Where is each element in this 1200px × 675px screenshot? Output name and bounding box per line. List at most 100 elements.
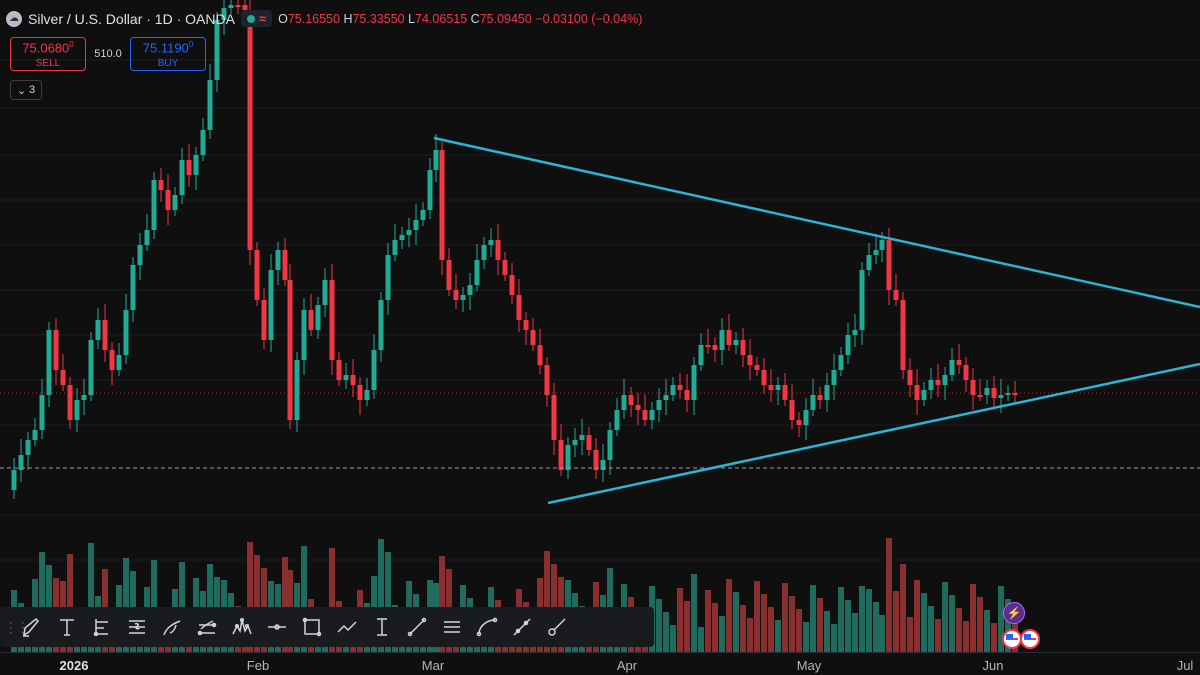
candle-body [32,430,38,440]
sell-button[interactable]: 75.06800 SELL [10,37,86,71]
volume-bar [439,556,445,652]
indicators-toggle[interactable]: ⌄ 3 [10,80,42,100]
brush-icon[interactable] [16,611,47,643]
symbol-legend: ☁ Silver / U.S. Dollar · 1D · OANDA ≈ O7… [6,10,642,27]
descending-trendline[interactable] [433,136,1200,309]
x-axis-label: 2026 [59,658,89,673]
candle-body [495,240,501,260]
candle-body [200,130,206,155]
candle-body [474,260,480,285]
candle-body [831,370,837,385]
chevron-down-icon: ⌄ [16,84,27,97]
volume-bar [824,611,830,652]
parallel-channel-icon[interactable] [191,611,222,643]
volume-bar [817,598,823,652]
candle-body [172,195,178,210]
volume-bar [719,616,725,652]
volume-bar [663,612,669,652]
candle-body [754,365,760,370]
candle-body [593,450,599,470]
candle-body [789,400,795,420]
candle-body [488,240,494,245]
candle-body [95,320,101,340]
date-range-icon[interactable] [366,611,397,643]
candle-body [235,5,241,7]
horizontal-lines-icon[interactable] [436,611,467,643]
volume-bar [378,539,384,652]
extended-line-icon[interactable] [541,611,572,643]
candle-body [970,380,976,395]
candle-body [81,395,87,400]
volume-bar [712,603,718,652]
candle-body [586,435,592,450]
volume-bar [921,593,927,652]
volume-bar [845,600,851,652]
x-axis-label: Feb [246,658,270,673]
volume-bar [247,542,253,652]
curve-icon[interactable] [471,611,502,643]
candle-body [565,445,571,470]
volume-bar [977,597,983,652]
candle-body [287,280,293,420]
volume-bar [39,552,45,652]
candle-body [635,405,641,410]
x-axis-label: Mar [421,658,445,673]
us-flag-icon[interactable] [1002,629,1022,649]
candle-body [18,455,24,470]
volume-bar [984,610,990,652]
ascending-trendline[interactable] [547,362,1200,505]
candle-body [294,360,300,420]
candle-body [385,255,391,300]
candle-body [733,340,739,345]
candle-body [810,395,816,410]
market-status[interactable]: ≈ [240,10,273,27]
drag-handle-icon[interactable]: ⋮⋮ [4,618,30,635]
text-icon[interactable] [51,611,82,643]
candle-body [705,345,711,347]
candle-body [873,250,879,255]
candle-body [600,460,606,470]
trendline-icon[interactable] [401,611,432,643]
candle-body [677,385,683,390]
rectangle-icon[interactable] [296,611,327,643]
volume-bar [942,582,948,652]
long-position-icon[interactable] [86,611,117,643]
spread-value: 510.0 [94,48,122,60]
candle-body [67,385,73,420]
polyline-icon[interactable] [331,611,362,643]
head-shoulders-icon[interactable] [226,611,257,643]
path-icon[interactable] [156,611,187,643]
volume-bar [886,538,892,652]
trade-panel: 75.06800 SELL 510.0 75.11900 BUY [10,37,206,71]
horizontal-ray-icon[interactable] [261,611,292,643]
volume-bar [670,625,676,652]
volume-bar [970,584,976,652]
volume-bar [775,620,781,652]
x-axis-label: Jul [1176,658,1194,673]
volume-bar [998,586,1004,652]
symbol-title[interactable]: Silver / U.S. Dollar · 1D · OANDA [28,10,235,27]
ray-icon[interactable] [506,611,537,643]
chart-grid [0,59,1200,561]
candle-body [60,370,66,385]
candle-body [308,310,314,330]
candle-body [242,5,248,10]
us-flag-icon[interactable] [1020,629,1040,649]
candle-body [254,250,260,300]
lightning-icon[interactable]: ⚡ [1003,602,1025,624]
volume-bar [866,589,872,652]
candle-body [46,330,52,395]
volume-bar [768,607,774,652]
buy-button[interactable]: 75.11900 BUY [130,37,206,71]
short-position-icon[interactable] [121,611,152,643]
volume-bar [873,602,879,652]
volume-bar [831,624,837,652]
candle-body [207,80,213,130]
candle-body [1005,393,1011,395]
volume-bar [838,587,844,652]
ohlc-values: O75.16550 H75.33550 L74.06515 C75.09450 … [278,11,643,26]
candle-body [663,395,669,400]
candle-body [768,385,774,390]
volume-bar [803,622,809,652]
